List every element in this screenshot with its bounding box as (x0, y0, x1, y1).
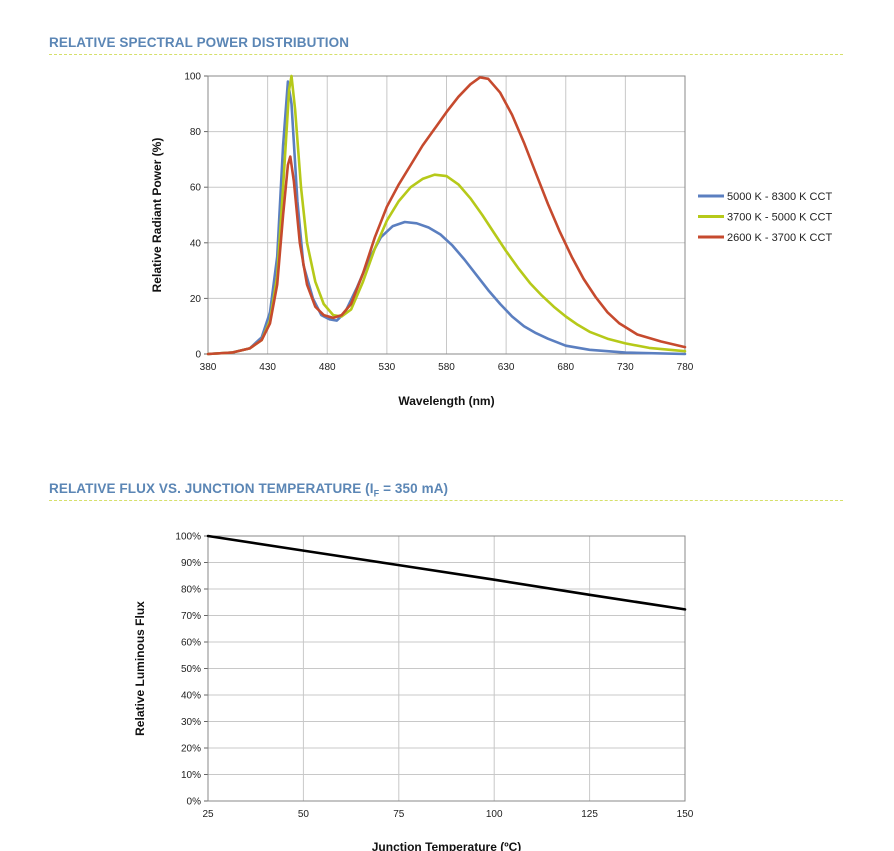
x-tick-label: 480 (319, 362, 336, 373)
x-tick-label: 75 (393, 809, 405, 820)
y-tick-label: 60 (190, 183, 202, 194)
series-line-1 (206, 74, 687, 356)
spectral-power-chart: 380 430 480 530 580 630 680 730 780 0 20 40 60 80 100 W… (150, 72, 832, 409)
y-tick-label: 0% (187, 797, 202, 808)
x-axis-label: Wavelength (nm) (398, 394, 494, 408)
spd-section-divider (49, 54, 843, 55)
y-tick-label: 70% (181, 611, 201, 622)
y-tick-label: 20 (190, 294, 202, 305)
x-tick-label: 780 (677, 362, 694, 373)
y-axis-label: Relative Radiant Power (%) (150, 138, 164, 293)
flux-title-main: RELATIVE FLUX VS. JUNCTION TEMPERATURE (… (49, 481, 374, 496)
legend-entry-1: 3700 K - 5000 K CCT (727, 212, 832, 224)
y-tick-label: 40 (190, 238, 202, 249)
spd-section-title: RELATIVE SPECTRAL POWER DISTRIBUTION (49, 35, 350, 50)
series-line-2 (206, 76, 687, 356)
x-tick-label: 680 (557, 362, 574, 373)
x-tick-label: 380 (200, 362, 217, 373)
x-tick-label: 100 (486, 809, 503, 820)
y-tick-label: 90% (181, 558, 201, 569)
y-tick-label: 50% (181, 664, 201, 675)
x-tick-label: 25 (202, 809, 214, 820)
flux-title-subscript: F (373, 488, 380, 499)
flux-section-title: RELATIVE FLUX VS. JUNCTION TEMPERATURE (… (49, 481, 448, 499)
y-tick-label: 30% (181, 717, 201, 728)
legend-entry-0: 5000 K - 8300 K CCT (727, 191, 832, 203)
y-tick-label: 40% (181, 691, 201, 702)
plot-area-frame (207, 75, 686, 355)
x-tick-label: 630 (498, 362, 515, 373)
x-axis-label: Junction Temperature (ºC) (372, 840, 522, 851)
x-tick-label: 730 (617, 362, 634, 373)
x-tick-label: 50 (298, 809, 310, 820)
y-tick-label: 80 (190, 127, 202, 138)
y-tick-label: 60% (181, 638, 201, 649)
x-tick-label: 125 (581, 809, 598, 820)
flux-section-divider (49, 500, 843, 501)
x-tick-label: 580 (438, 362, 455, 373)
series-line-0 (206, 534, 687, 611)
y-tick-label: 100% (175, 532, 201, 543)
y-axis-label: Relative Luminous Flux (133, 601, 147, 736)
x-tick-label: 530 (379, 362, 396, 373)
y-tick-label: 20% (181, 744, 201, 755)
legend-entry-2: 2600 K - 3700 K CCT (727, 232, 832, 244)
plot-area-frame (207, 535, 686, 802)
y-tick-label: 80% (181, 585, 201, 596)
x-tick-label: 150 (677, 809, 694, 820)
flux-temperature-chart: 25 50 75 100 125 150 0% 10% 20% 30% 40% 50% 60% 70% 80… (133, 532, 694, 851)
flux-title-end: = 350 mA) (379, 481, 449, 496)
y-tick-label: 0 (195, 350, 201, 361)
x-tick-label: 430 (259, 362, 276, 373)
y-tick-label: 10% (181, 770, 201, 781)
y-tick-label: 100 (184, 72, 201, 83)
